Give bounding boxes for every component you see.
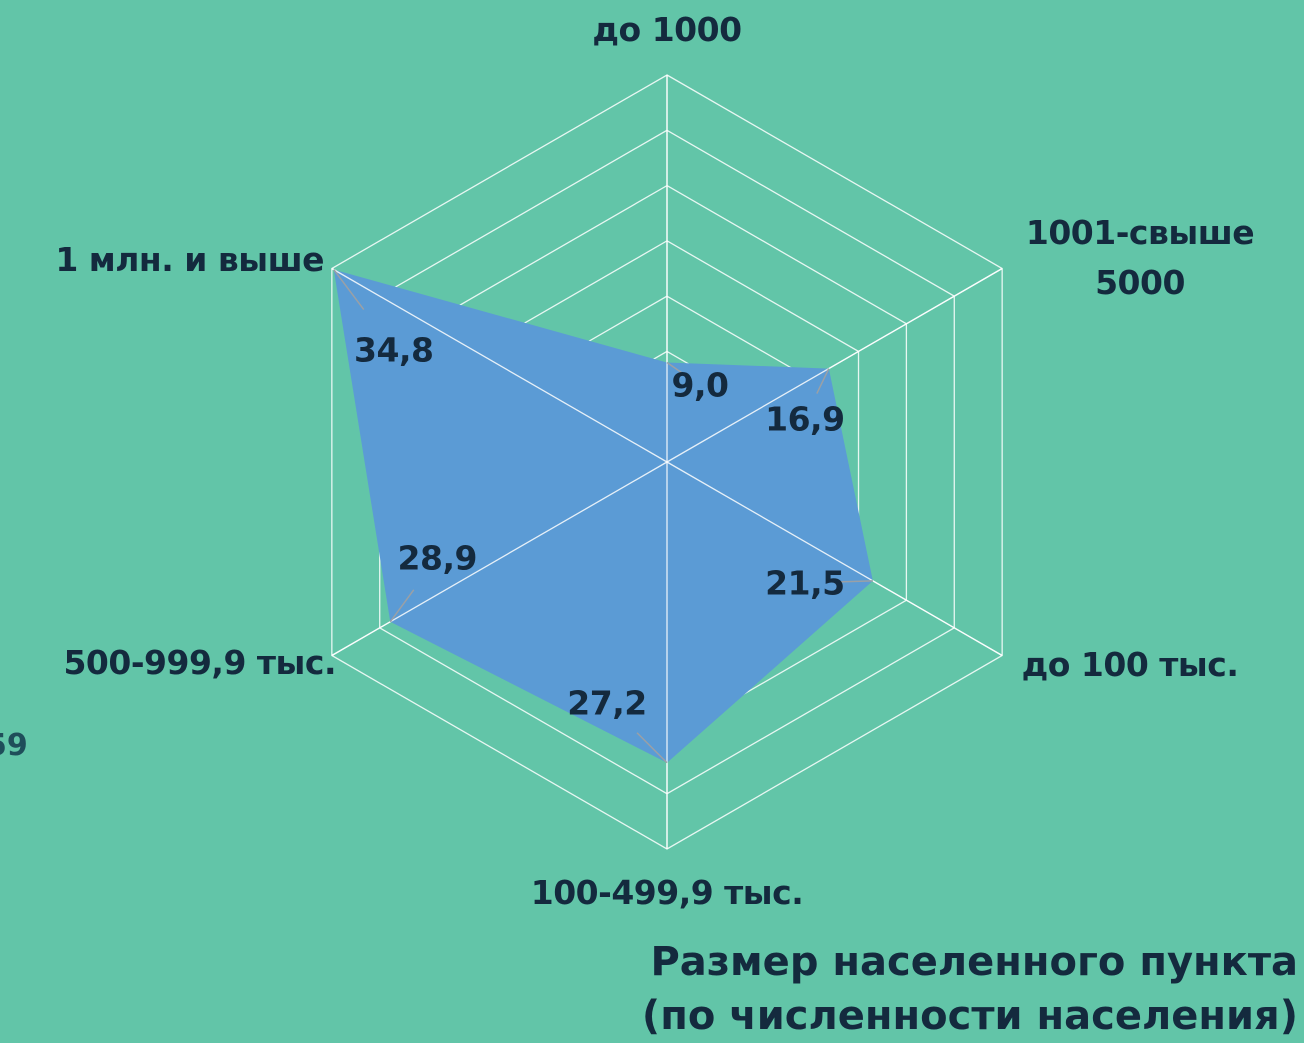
data-label: 9,0 bbox=[671, 365, 729, 405]
leader-line bbox=[333, 269, 365, 311]
leader-line bbox=[666, 361, 684, 375]
data-label: 28,9 bbox=[397, 538, 478, 578]
data-label: 27,2 bbox=[567, 683, 647, 723]
spoke-over bbox=[666, 267, 1003, 463]
data-label: 21,5 bbox=[765, 563, 845, 603]
leader-line bbox=[389, 589, 415, 623]
spoke-over bbox=[331, 461, 668, 657]
spoke-over bbox=[666, 461, 1003, 657]
axis-title: Размер населенного пункта (по численност… bbox=[641, 939, 1298, 1039]
data-label: 16,9 bbox=[765, 399, 845, 439]
annotation: 59 bbox=[0, 728, 28, 763]
data-label: 34,8 bbox=[354, 330, 434, 370]
category-label: до 100 тыс. bbox=[1021, 645, 1239, 684]
category-label: 1 млн. и выше bbox=[55, 240, 324, 279]
category-label: 100-499,9 тыс. bbox=[530, 873, 804, 912]
leader-line bbox=[816, 368, 830, 394]
category-label: до 1000 bbox=[592, 10, 742, 49]
leader-line bbox=[838, 580, 873, 583]
leader-line bbox=[636, 732, 668, 764]
spoke-over bbox=[331, 267, 668, 463]
data-area bbox=[333, 269, 873, 763]
category-label: 1001-свыше 5000 bbox=[1025, 213, 1255, 302]
category-label: 500-999,9 тыс. bbox=[63, 643, 336, 682]
